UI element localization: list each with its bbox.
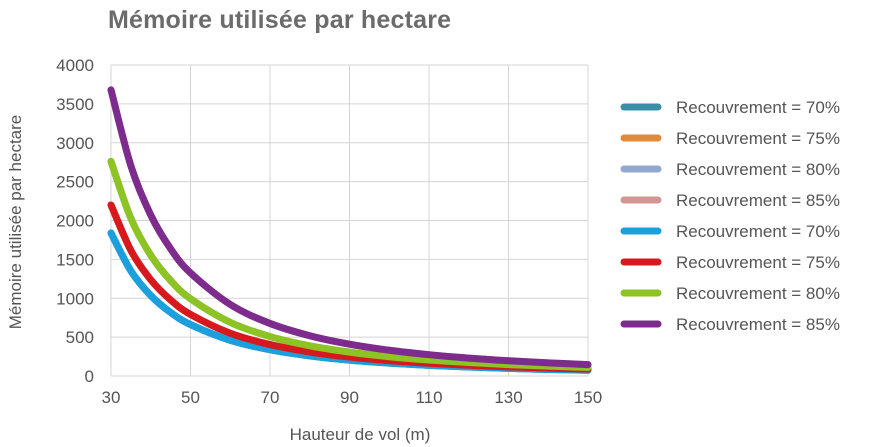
- x-tick-label: 70: [261, 388, 280, 407]
- grid: [110, 64, 589, 377]
- legend-label-6: Recouvrement = 75%: [676, 253, 840, 272]
- series-line-8: [107, 86, 592, 369]
- legend-label-4: Recouvrement = 85%: [676, 191, 840, 210]
- legend-label-8: Recouvrement = 85%: [676, 315, 840, 334]
- x-tick-label: 90: [340, 388, 359, 407]
- y-axis-label: Mémoire utilisée par hectare: [6, 115, 25, 329]
- legend-label-7: Recouvrement = 80%: [676, 284, 840, 303]
- y-tick-label: 1500: [56, 250, 94, 269]
- series-lines: [107, 86, 592, 374]
- x-axis-label: Hauteur de vol (m): [290, 425, 431, 444]
- x-tick-label: 110: [415, 388, 442, 407]
- y-tick-label: 500: [66, 328, 94, 347]
- x-tick-label: 30: [102, 388, 121, 407]
- y-axis-ticks: 0 500 1000 1500 2000 2500 3000 3500 4000: [56, 56, 94, 386]
- y-tick-label: 2000: [56, 212, 94, 231]
- legend-label-2: Recouvrement = 75%: [676, 129, 840, 148]
- legend-label-5: Recouvrement = 70%: [676, 222, 840, 241]
- legend-label-1: Recouvrement = 70%: [676, 98, 840, 117]
- y-tick-label: 1000: [56, 289, 94, 308]
- chart-title: Mémoire utilisée par hectare: [108, 6, 452, 34]
- y-tick-label: 2500: [56, 173, 94, 192]
- x-axis-ticks: 30 50 70 90 110 130 150: [102, 388, 603, 407]
- y-tick-label: 0: [85, 367, 94, 386]
- x-tick-label: 50: [181, 388, 200, 407]
- x-tick-label: 150: [574, 388, 602, 407]
- y-tick-label: 4000: [56, 56, 94, 75]
- legend-label-3: Recouvrement = 80%: [676, 160, 840, 179]
- y-tick-label: 3000: [56, 134, 94, 153]
- y-tick-label: 3500: [56, 95, 94, 114]
- legend: Recouvrement = 70% Recouvrement = 75% Reco…: [620, 98, 840, 334]
- series-line-7: [107, 157, 592, 371]
- x-tick-label: 130: [494, 388, 522, 407]
